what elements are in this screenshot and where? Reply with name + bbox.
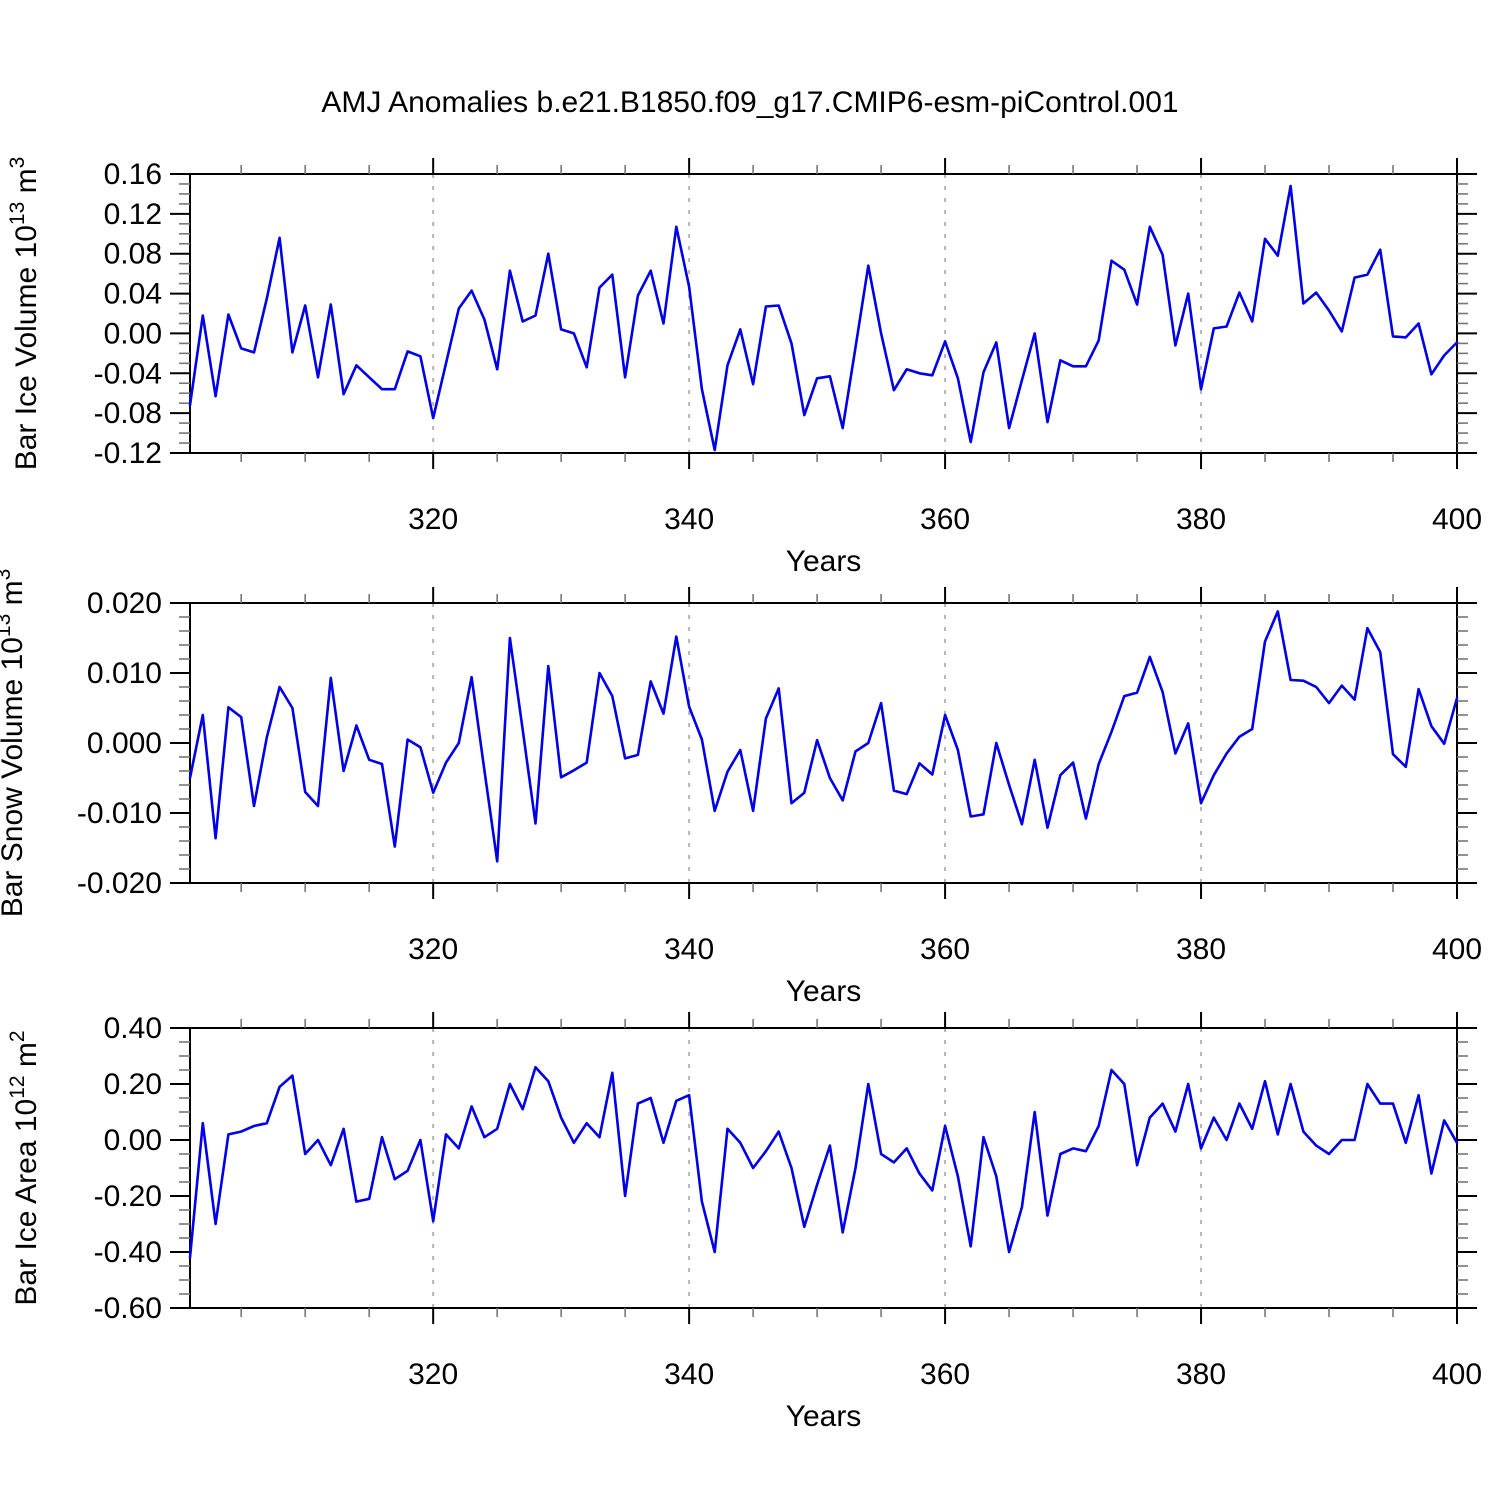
y-tick-label: 0.40 — [104, 1012, 162, 1045]
gridlines — [432, 174, 1203, 453]
x-tick-label: 320 — [408, 933, 458, 966]
x-ticks — [240, 158, 1458, 469]
x-tick-label: 340 — [664, 1358, 714, 1391]
plot-frame — [189, 173, 1458, 454]
y-axis-title: Bar Snow Volume 1013​ m3​ — [0, 569, 29, 918]
y-ticks — [170, 173, 1477, 454]
y-tick-label: -0.20 — [94, 1180, 162, 1213]
y-tick-label: 0.08 — [104, 238, 162, 271]
y-tick-label: -0.020 — [77, 867, 162, 900]
y-tick-label: -0.010 — [77, 797, 162, 830]
series-line-AMJ-barents-snow-volume-anomaly — [188, 610, 1459, 863]
plot-frame — [189, 602, 1458, 884]
y-tick-label: 0.16 — [104, 158, 162, 191]
y-tick-label: 0.000 — [87, 727, 162, 760]
x-tick-label: 320 — [408, 1358, 458, 1391]
x-tick-label: 360 — [920, 933, 970, 966]
y-tick-label: -0.04 — [94, 357, 162, 390]
x-tick-label: 380 — [1176, 503, 1226, 536]
x-tick-label: 380 — [1176, 933, 1226, 966]
x-tick-label: 320 — [408, 503, 458, 536]
y-tick-label: 0.020 — [87, 587, 162, 620]
panel-2-AMJ-barents-snow-volume-anomaly: 0.020 0.010 0.000 -0.010 -0.020 320 340 360 380 4… — [0, 569, 1482, 1008]
y-ticks — [170, 602, 1477, 884]
series-line-AMJ-barents-ice-volume-anomaly — [188, 184, 1459, 452]
series-line-AMJ-barents-ice-area-anomaly — [188, 1065, 1459, 1259]
y-axis-title: Bar Ice Volume 1013​ m3​ — [6, 157, 43, 471]
x-tick-label: 400 — [1432, 933, 1482, 966]
x-axis-title: Years — [786, 975, 862, 1008]
x-tick-label: 380 — [1176, 1358, 1226, 1391]
y-axis-title: Bar Ice Area 1012​ m2​ — [6, 1030, 43, 1305]
y-tick-label: -0.08 — [94, 397, 162, 430]
x-tick-label: 400 — [1432, 503, 1482, 536]
chart-title: AMJ Anomalies b.e21.B1850.f09_g17.CMIP6-… — [321, 86, 1179, 119]
x-tick-label: 360 — [920, 1358, 970, 1391]
x-tick-label: 400 — [1432, 1358, 1482, 1391]
y-tick-label: 0.04 — [104, 278, 162, 311]
y-ticks — [170, 1027, 1477, 1309]
x-ticks — [240, 1012, 1458, 1324]
x-axis-title: Years — [786, 1400, 862, 1433]
y-tick-label: -0.60 — [94, 1292, 162, 1325]
y-tick-label: 0.12 — [104, 198, 162, 231]
panel-3-AMJ-barents-ice-area-anomaly: 0.40 0.20 0.00 -0.20 -0.40 -0.60 320 340 360 380 4… — [6, 1012, 1482, 1433]
y-tick-label: -0.40 — [94, 1236, 162, 1269]
x-tick-label: 340 — [664, 933, 714, 966]
x-tick-label: 360 — [920, 503, 970, 536]
y-tick-label: 0.00 — [104, 1124, 162, 1157]
y-tick-label: 0.00 — [104, 317, 162, 350]
panel-1-AMJ-barents-ice-volume-anomaly: 0.16 0.12 0.08 0.04 0.00 -0.04 -0.08 -0.12 320 34… — [6, 157, 1482, 578]
x-tick-label: 340 — [664, 503, 714, 536]
y-tick-label: 0.010 — [87, 657, 162, 690]
gridlines — [432, 1028, 1203, 1308]
y-tick-label: -0.12 — [94, 437, 162, 470]
x-axis-title: Years — [786, 545, 862, 578]
x-ticks — [240, 587, 1458, 899]
y-tick-label: 0.20 — [104, 1068, 162, 1101]
